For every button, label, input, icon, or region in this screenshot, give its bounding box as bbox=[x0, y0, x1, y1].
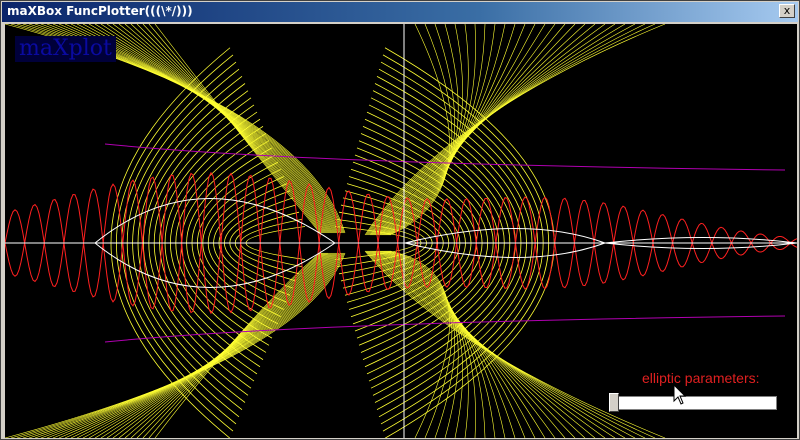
curve-d bbox=[104, 315, 786, 343]
curve-a bbox=[382, 250, 486, 438]
curve-a bbox=[94, 252, 331, 438]
curve-a bbox=[130, 24, 325, 234]
curve-a bbox=[46, 252, 339, 438]
curve-d bbox=[104, 143, 786, 171]
curve-a bbox=[100, 24, 330, 234]
close-button[interactable]: x bbox=[779, 4, 795, 18]
curve-a bbox=[384, 250, 469, 438]
curve-a bbox=[388, 250, 453, 438]
curve-a bbox=[28, 252, 342, 438]
curve-a bbox=[380, 24, 506, 236]
curve-a bbox=[389, 250, 450, 438]
curve-a bbox=[383, 24, 476, 236]
curve-a bbox=[381, 250, 496, 438]
curve-a bbox=[82, 24, 333, 234]
curve-a bbox=[382, 24, 486, 236]
curve-a bbox=[70, 252, 335, 438]
curve-a bbox=[365, 250, 656, 438]
curve-a bbox=[64, 24, 336, 234]
curve-a bbox=[5, 252, 346, 438]
curve-a bbox=[106, 252, 329, 438]
curve-a bbox=[10, 252, 345, 438]
curve-a bbox=[367, 24, 636, 236]
curve-a bbox=[368, 250, 626, 438]
elliptic-parameters-slider[interactable] bbox=[611, 396, 777, 410]
curve-b bbox=[5, 172, 797, 315]
curve-a bbox=[76, 252, 334, 438]
curve-c bbox=[604, 237, 797, 249]
curve-a bbox=[142, 24, 323, 234]
plot-curves bbox=[5, 24, 797, 438]
close-icon: x bbox=[783, 4, 791, 17]
curve-a bbox=[388, 24, 453, 236]
curve-a bbox=[70, 24, 335, 234]
curve-a bbox=[136, 24, 324, 234]
curve-a bbox=[124, 24, 326, 234]
curve-a bbox=[383, 250, 476, 438]
curve-a bbox=[386, 250, 459, 438]
curve-a bbox=[58, 24, 337, 234]
mouse-pointer-icon bbox=[673, 384, 687, 405]
curve-a bbox=[118, 24, 327, 234]
curve-a bbox=[16, 252, 344, 438]
curve-a bbox=[148, 24, 322, 234]
curve-a bbox=[364, 250, 666, 438]
elliptic-parameters-label: elliptic parameters: bbox=[642, 370, 760, 386]
curve-a bbox=[106, 24, 329, 234]
plot-canvas[interactable]: maXplot elliptic parameters: bbox=[5, 24, 797, 438]
app-logo: maXplot bbox=[15, 36, 116, 62]
curve-a bbox=[64, 252, 336, 438]
curve-b bbox=[5, 171, 797, 314]
curve-a bbox=[384, 24, 469, 236]
curve-a bbox=[118, 252, 327, 438]
title-bar[interactable]: maXBox FuncPlotter(((\*/))) x bbox=[2, 2, 798, 22]
curve-a bbox=[387, 24, 456, 236]
curve-a bbox=[112, 252, 328, 438]
curve-a bbox=[386, 24, 459, 236]
window-title: maXBox FuncPlotter(((\*/))) bbox=[7, 4, 193, 18]
curve-a bbox=[142, 252, 323, 438]
curve-a bbox=[34, 252, 341, 438]
curve-a bbox=[136, 252, 324, 438]
curve-a bbox=[387, 250, 455, 438]
curve-a bbox=[130, 252, 325, 438]
curve-a bbox=[369, 24, 616, 236]
slider-thumb[interactable] bbox=[609, 393, 619, 412]
curve-a bbox=[385, 24, 463, 236]
curve-a bbox=[88, 252, 332, 438]
curve-a bbox=[154, 252, 321, 438]
curve-a bbox=[100, 252, 330, 438]
curve-a bbox=[381, 24, 496, 236]
curve-a bbox=[94, 24, 331, 234]
curve-a bbox=[148, 252, 322, 438]
curve-a bbox=[377, 250, 536, 438]
curve-a bbox=[58, 252, 337, 438]
function-plot bbox=[5, 24, 797, 438]
curve-a bbox=[76, 24, 334, 234]
curve-a bbox=[52, 252, 338, 438]
curve-a bbox=[112, 24, 328, 234]
curve-a bbox=[22, 252, 343, 438]
curve-a bbox=[385, 250, 463, 438]
